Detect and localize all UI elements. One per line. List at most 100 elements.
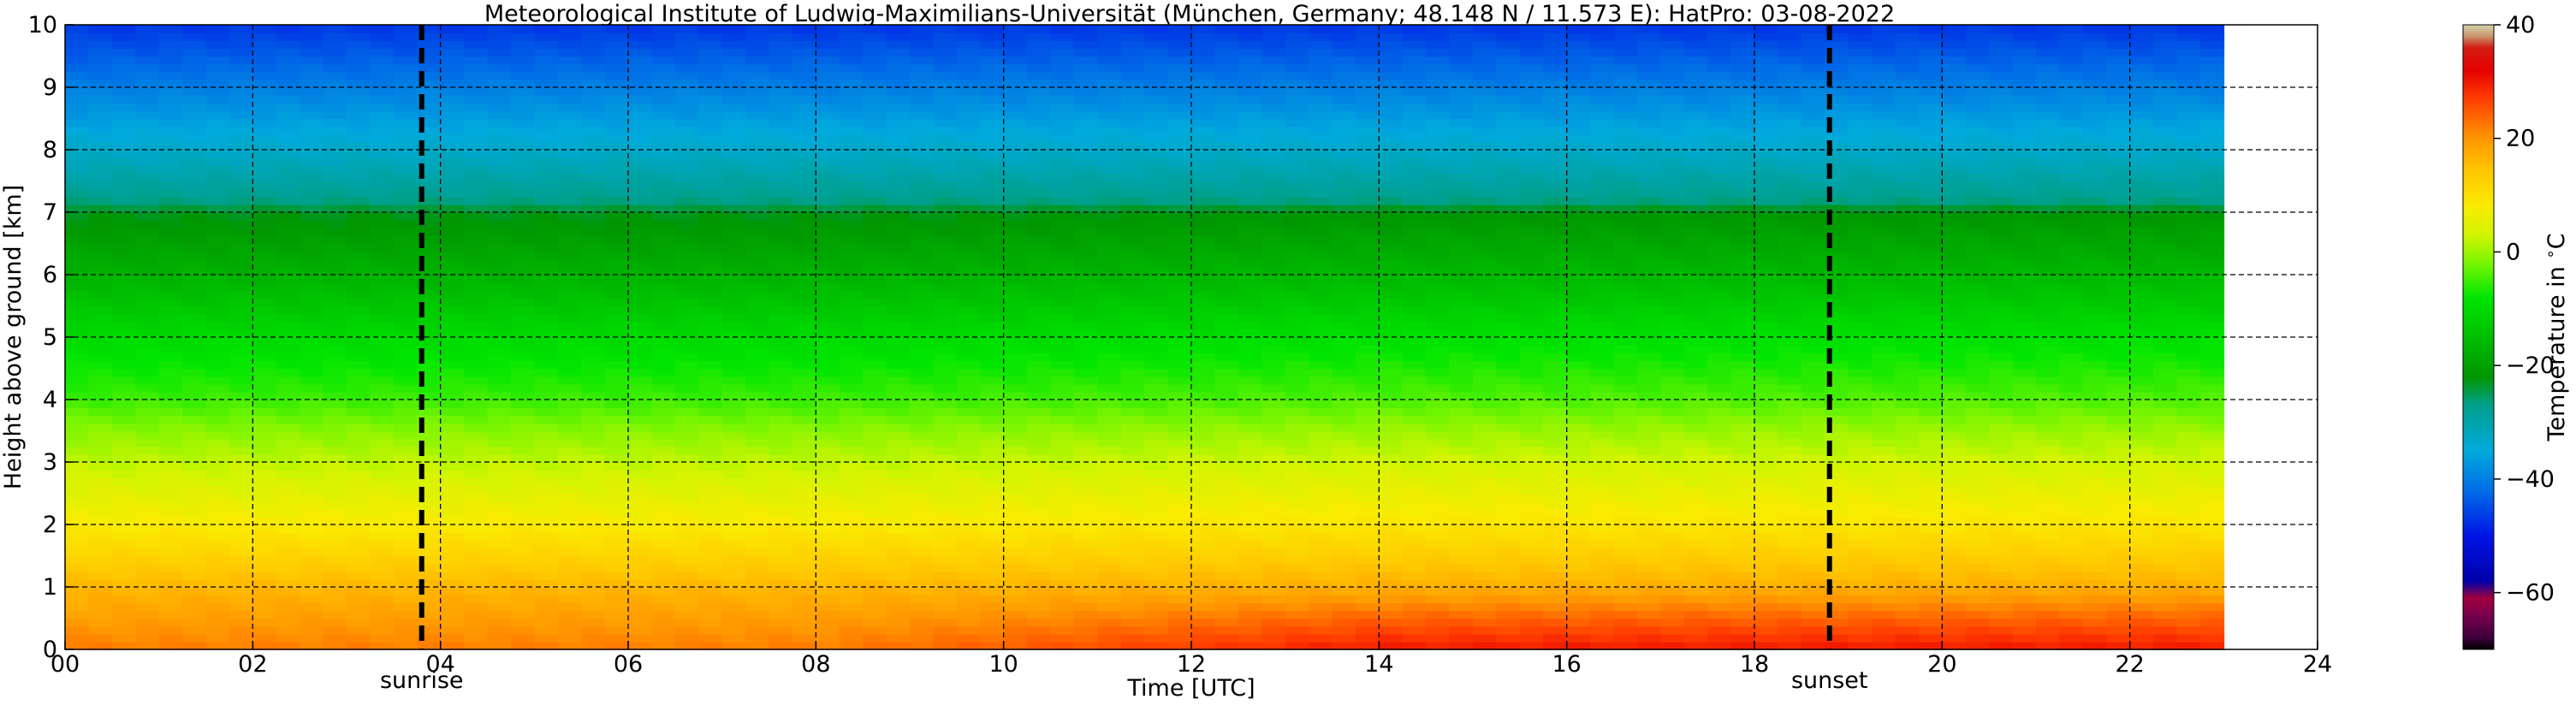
heatmap-cell bbox=[205, 196, 230, 205]
heatmap-cell bbox=[769, 103, 793, 112]
heatmap-cell bbox=[229, 641, 254, 650]
heatmap-cell bbox=[440, 165, 465, 175]
heatmap-cell bbox=[1097, 118, 1122, 127]
heatmap-cell bbox=[910, 126, 935, 135]
heatmap-cell bbox=[1379, 430, 1404, 440]
heatmap-cell bbox=[135, 508, 160, 518]
heatmap-cell bbox=[816, 298, 840, 307]
heatmap-cell bbox=[1355, 71, 1380, 80]
heatmap-cell bbox=[581, 87, 606, 96]
heatmap-cell bbox=[1496, 352, 1521, 362]
heatmap-cell bbox=[111, 235, 137, 245]
heatmap-cell bbox=[487, 508, 512, 518]
heatmap-cell bbox=[698, 204, 723, 213]
heatmap-cell bbox=[440, 400, 465, 408]
heatmap-cell bbox=[135, 150, 160, 158]
heatmap-cell bbox=[557, 188, 582, 198]
heatmap-cell bbox=[1402, 165, 1427, 175]
heatmap-cell bbox=[229, 446, 254, 455]
heatmap-cell bbox=[347, 173, 371, 182]
heatmap-cell bbox=[1191, 173, 1216, 182]
heatmap-cell bbox=[1496, 235, 1521, 245]
heatmap-cell bbox=[1473, 555, 1498, 565]
heatmap-cell bbox=[1120, 243, 1145, 252]
heatmap-cell bbox=[205, 103, 230, 112]
heatmap-cell bbox=[300, 56, 324, 65]
heatmap-cell bbox=[323, 298, 347, 307]
heatmap-cell bbox=[88, 181, 113, 190]
heatmap-cell bbox=[205, 25, 230, 33]
heatmap-cell bbox=[1309, 470, 1333, 479]
heatmap-cell bbox=[65, 532, 90, 542]
heatmap-cell bbox=[158, 275, 183, 283]
heatmap-cell bbox=[1379, 126, 1404, 135]
heatmap-cell bbox=[464, 196, 489, 205]
heatmap-cell bbox=[510, 298, 536, 307]
heatmap-cell bbox=[1449, 501, 1474, 510]
heatmap-cell bbox=[1496, 485, 1521, 495]
heatmap-cell bbox=[1214, 524, 1239, 533]
heatmap-cell bbox=[1167, 524, 1192, 533]
heatmap-cell bbox=[980, 477, 1005, 487]
heatmap-cell bbox=[1496, 313, 1521, 323]
heatmap-cell bbox=[510, 212, 536, 221]
heatmap-cell bbox=[651, 376, 676, 385]
heatmap-cell bbox=[1191, 453, 1216, 463]
heatmap-cell bbox=[300, 430, 324, 440]
heatmap-cell bbox=[1285, 524, 1309, 533]
heatmap-cell bbox=[276, 133, 300, 143]
heatmap-cell bbox=[111, 33, 137, 42]
heatmap-cell bbox=[417, 400, 442, 408]
heatmap-cell bbox=[464, 243, 489, 252]
heatmap-cell bbox=[557, 165, 582, 175]
heatmap-cell bbox=[347, 493, 371, 502]
heatmap-cell bbox=[1355, 407, 1380, 417]
heatmap-cell bbox=[792, 126, 817, 135]
heatmap-cell bbox=[1214, 345, 1239, 354]
heatmap-cell bbox=[956, 321, 982, 330]
heatmap-cell bbox=[1473, 204, 1498, 213]
heatmap-cell bbox=[1355, 462, 1380, 471]
heatmap-cell bbox=[1332, 258, 1356, 268]
heatmap-cell bbox=[1261, 453, 1286, 463]
heatmap-cell bbox=[534, 493, 559, 502]
heatmap-cell bbox=[158, 141, 183, 151]
heatmap-cell bbox=[910, 438, 935, 447]
heatmap-cell bbox=[417, 555, 442, 565]
heatmap-cell bbox=[1073, 321, 1099, 330]
heatmap-cell bbox=[698, 275, 723, 283]
heatmap-cell bbox=[464, 516, 489, 525]
heatmap-cell bbox=[1449, 298, 1474, 307]
heatmap-cell bbox=[604, 470, 629, 479]
heatmap-cell bbox=[1073, 571, 1099, 580]
heatmap-cell bbox=[956, 383, 982, 393]
heatmap-cell bbox=[1144, 251, 1169, 260]
heatmap-cell bbox=[1332, 95, 1356, 104]
heatmap-cell bbox=[581, 266, 606, 275]
heatmap-cell bbox=[816, 305, 840, 315]
heatmap-cell bbox=[628, 470, 653, 479]
heatmap-cell bbox=[1003, 360, 1028, 370]
heatmap-cell bbox=[510, 391, 536, 400]
heatmap-cell bbox=[1449, 376, 1474, 385]
heatmap-cell bbox=[1309, 133, 1333, 143]
heatmap-cell bbox=[816, 126, 840, 135]
heatmap-cell bbox=[1027, 275, 1052, 283]
heatmap-cell bbox=[1379, 376, 1404, 385]
heatmap-cell bbox=[1003, 243, 1028, 252]
heatmap-cell bbox=[816, 430, 840, 440]
heatmap-cell bbox=[1426, 383, 1451, 393]
heatmap-cell bbox=[1144, 71, 1169, 80]
heatmap-cell bbox=[1496, 446, 1521, 455]
heatmap-cell bbox=[393, 110, 418, 120]
heatmap-cell bbox=[1238, 477, 1263, 487]
heatmap-cell bbox=[252, 555, 277, 565]
heatmap-cell bbox=[88, 165, 113, 175]
heatmap-cell bbox=[886, 633, 911, 643]
heatmap-cell bbox=[370, 352, 395, 362]
heatmap-cell bbox=[604, 462, 629, 471]
heatmap-cell bbox=[487, 313, 512, 323]
heatmap-cell bbox=[886, 438, 911, 447]
heatmap-cell bbox=[1120, 251, 1145, 260]
heatmap-cell bbox=[628, 321, 653, 330]
